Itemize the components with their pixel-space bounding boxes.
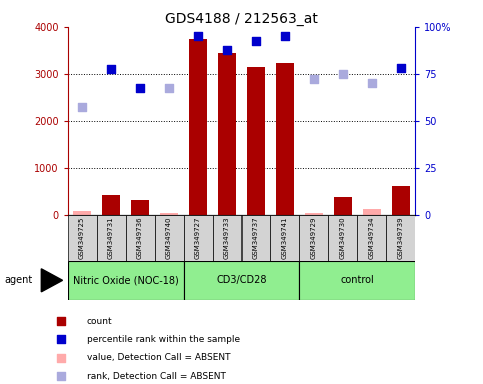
Point xyxy=(339,71,347,77)
Point xyxy=(107,66,115,72)
Bar xyxy=(386,215,415,261)
Bar xyxy=(131,200,149,215)
Bar xyxy=(334,197,352,215)
Text: GSM349739: GSM349739 xyxy=(398,217,404,260)
Bar xyxy=(160,213,178,215)
Text: CD3/CD28: CD3/CD28 xyxy=(216,275,267,285)
Text: GSM349725: GSM349725 xyxy=(79,217,85,259)
Bar xyxy=(213,215,242,261)
Bar xyxy=(68,215,97,261)
Text: GSM349736: GSM349736 xyxy=(137,217,143,260)
Bar xyxy=(184,261,299,300)
Bar xyxy=(247,67,265,215)
Bar xyxy=(73,211,91,215)
Text: control: control xyxy=(341,275,374,285)
Bar xyxy=(305,213,323,215)
Bar xyxy=(242,215,270,261)
Point xyxy=(281,33,289,40)
Point xyxy=(252,38,260,44)
Bar xyxy=(126,215,155,261)
Point xyxy=(57,318,65,324)
Text: GSM349729: GSM349729 xyxy=(311,217,317,259)
Bar xyxy=(270,215,299,261)
Point xyxy=(57,336,65,343)
Text: percentile rank within the sample: percentile rank within the sample xyxy=(86,335,240,344)
Text: GSM349741: GSM349741 xyxy=(282,217,288,259)
Point xyxy=(368,80,376,86)
Text: count: count xyxy=(86,316,112,326)
Bar xyxy=(102,195,120,215)
Point xyxy=(57,373,65,379)
Bar xyxy=(189,39,207,215)
Bar xyxy=(184,215,213,261)
Point xyxy=(223,47,231,53)
Point xyxy=(397,65,405,71)
Text: GSM349733: GSM349733 xyxy=(224,217,230,260)
Text: GSM349734: GSM349734 xyxy=(369,217,375,259)
Bar xyxy=(155,215,184,261)
Point xyxy=(57,355,65,361)
Title: GDS4188 / 212563_at: GDS4188 / 212563_at xyxy=(165,12,318,26)
Polygon shape xyxy=(42,269,63,292)
Bar xyxy=(218,53,236,215)
Bar xyxy=(68,261,184,300)
Text: rank, Detection Call = ABSENT: rank, Detection Call = ABSENT xyxy=(86,372,226,381)
Bar xyxy=(328,215,357,261)
Point xyxy=(165,85,173,91)
Bar xyxy=(357,215,386,261)
Bar xyxy=(392,186,410,215)
Bar xyxy=(299,261,415,300)
Text: value, Detection Call = ABSENT: value, Detection Call = ABSENT xyxy=(86,353,230,362)
Point xyxy=(310,76,318,82)
Point xyxy=(78,104,86,110)
Bar xyxy=(299,215,328,261)
Text: GSM349740: GSM349740 xyxy=(166,217,172,259)
Point xyxy=(136,85,144,91)
Text: Nitric Oxide (NOC-18): Nitric Oxide (NOC-18) xyxy=(73,275,178,285)
Bar xyxy=(97,215,126,261)
Text: GSM349730: GSM349730 xyxy=(340,217,346,260)
Text: GSM349727: GSM349727 xyxy=(195,217,201,259)
Text: GSM349737: GSM349737 xyxy=(253,217,259,260)
Text: agent: agent xyxy=(5,275,33,285)
Bar xyxy=(276,63,294,215)
Bar xyxy=(363,209,381,215)
Text: GSM349731: GSM349731 xyxy=(108,217,114,260)
Point xyxy=(194,33,202,40)
